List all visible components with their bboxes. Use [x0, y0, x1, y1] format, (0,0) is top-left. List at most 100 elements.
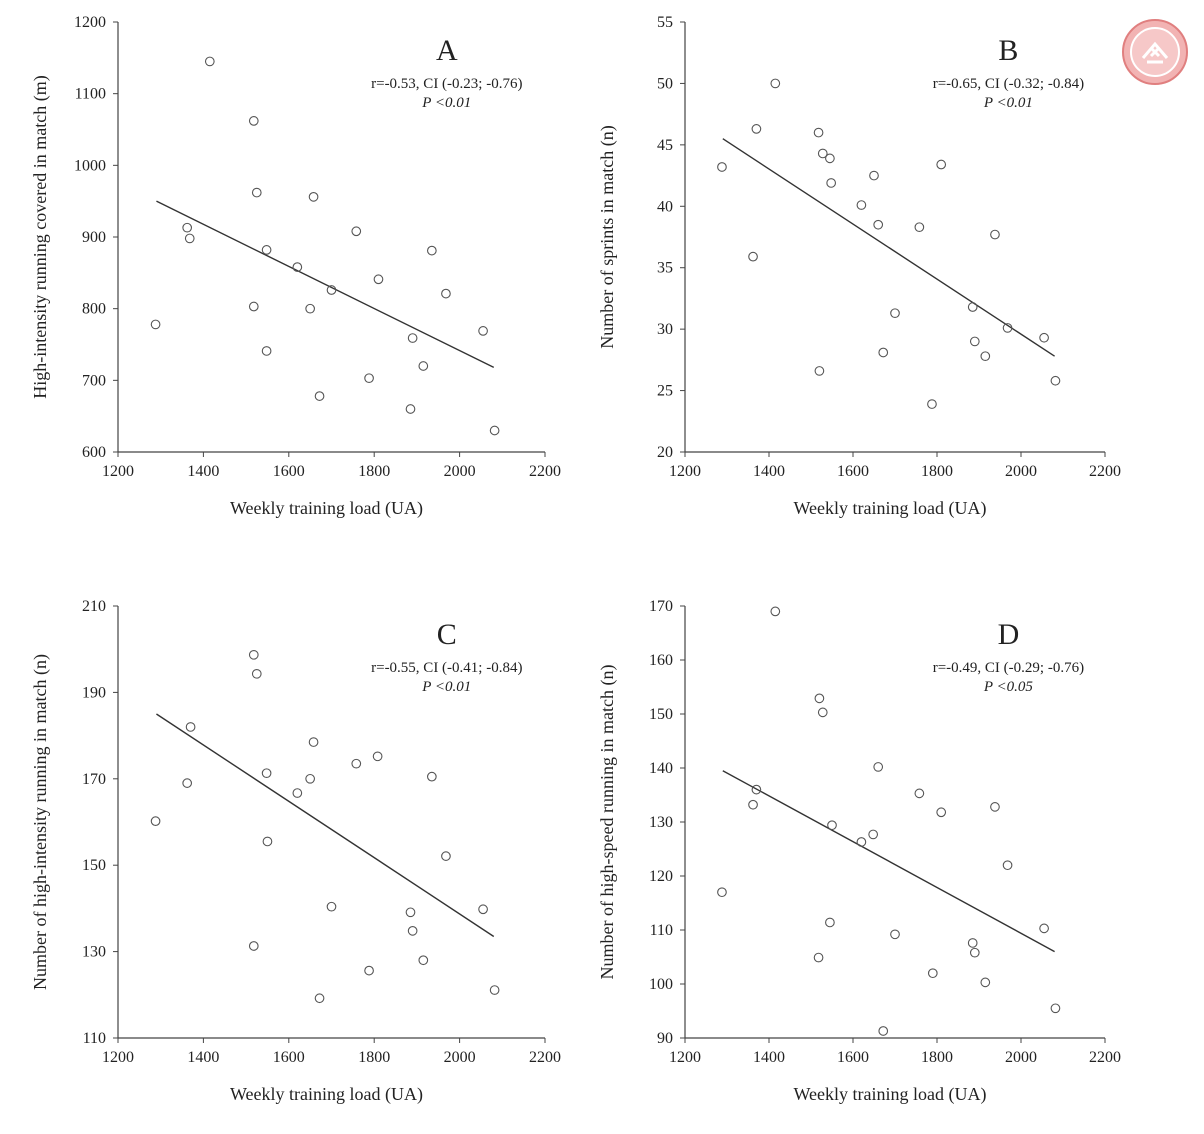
regression-line	[722, 138, 1055, 357]
panel-letter: D	[998, 618, 1020, 651]
y-tick-label: 150	[649, 706, 673, 723]
panel-letter: C	[437, 618, 457, 651]
y-axis-label: High-intensity running covered in match …	[30, 75, 51, 398]
data-point	[441, 851, 451, 861]
data-point	[1050, 375, 1061, 386]
y-tick-label: 30	[657, 321, 673, 338]
data-point	[927, 968, 938, 979]
data-point	[261, 346, 272, 356]
data-point	[261, 245, 272, 255]
data-point	[813, 952, 824, 963]
data-point	[856, 837, 867, 847]
y-tick-label: 1000	[74, 157, 106, 174]
p-value-stat: P <0.05	[983, 679, 1034, 695]
data-point	[878, 1026, 889, 1036]
data-point	[478, 326, 488, 336]
data-point	[407, 333, 418, 343]
data-point	[868, 829, 879, 840]
data-point	[873, 219, 884, 230]
data-point	[184, 233, 195, 244]
data-point	[308, 192, 319, 202]
y-tick-label: 25	[657, 383, 673, 400]
y-tick-label: 600	[82, 444, 106, 461]
panel-letter: A	[436, 34, 458, 67]
data-point	[1039, 332, 1049, 343]
data-point	[326, 285, 337, 295]
y-tick-label: 110	[83, 1030, 106, 1047]
x-tick-label: 1600	[837, 1049, 869, 1066]
data-point	[770, 606, 781, 617]
y-axis-label: Number of sprints in match (n)	[597, 125, 618, 348]
y-tick-label: 800	[82, 301, 106, 318]
data-point	[967, 302, 978, 312]
x-tick-label: 1800	[921, 1049, 953, 1066]
y-tick-label: 700	[82, 372, 106, 389]
x-tick-label: 2000	[444, 1049, 476, 1066]
x-axis-label: Weekly training load (UA)	[230, 498, 423, 519]
x-tick-label: 1800	[921, 463, 953, 480]
data-point	[314, 993, 325, 1004]
y-tick-label: 210	[82, 598, 106, 615]
data-point	[969, 336, 980, 347]
data-point	[990, 802, 1000, 812]
p-value-stat: P <0.01	[421, 95, 471, 111]
chart-panel-d: 1200 1400 1600 1800 2000 2200 90 100 110 120 130 14…	[597, 598, 1121, 1105]
data-point	[478, 904, 488, 915]
x-axis-label: Weekly training load (UA)	[230, 1084, 423, 1105]
x-tick-label: 1200	[669, 463, 701, 480]
data-point	[936, 807, 947, 818]
data-point	[261, 768, 272, 779]
data-point	[814, 366, 825, 376]
y-tick-label: 40	[657, 198, 673, 215]
data-point	[936, 159, 947, 170]
x-tick-label: 1200	[102, 463, 134, 480]
data-point	[185, 722, 196, 732]
y-tick-label: 1100	[75, 86, 106, 103]
data-point	[817, 707, 828, 718]
data-point	[248, 116, 259, 126]
x-axis-label: Weekly training load (UA)	[794, 1084, 987, 1105]
data-point	[150, 319, 161, 330]
y-tick-label: 170	[649, 598, 673, 615]
x-tick-label: 1600	[837, 463, 869, 480]
data-point	[248, 301, 259, 312]
y-tick-label: 900	[82, 229, 106, 246]
data-point	[308, 737, 319, 747]
data-point	[248, 649, 259, 660]
y-tick-label: 120	[649, 868, 673, 885]
data-point	[262, 836, 273, 847]
data-point	[817, 148, 828, 159]
data-point	[980, 351, 991, 362]
data-point	[364, 373, 374, 384]
data-point	[890, 308, 900, 319]
data-point	[990, 229, 1000, 240]
data-point	[251, 187, 262, 198]
y-axis-label: Number of high-intensity running in matc…	[30, 654, 51, 990]
data-point	[489, 425, 500, 436]
data-point	[305, 303, 316, 314]
data-point	[827, 820, 837, 831]
data-point	[405, 404, 416, 414]
data-point	[251, 668, 262, 679]
data-point	[292, 788, 303, 798]
regression-line	[156, 200, 495, 369]
correlation-stat: r=-0.53, CI (-0.23; -0.76)	[371, 76, 522, 92]
x-tick-label: 2200	[1089, 463, 1121, 480]
data-point	[717, 887, 727, 898]
data-point	[407, 926, 418, 936]
correlation-stat: r=-0.55, CI (-0.41; -0.84)	[371, 660, 522, 676]
data-point	[873, 762, 884, 772]
y-tick-label: 150	[82, 857, 106, 874]
data-point	[1002, 323, 1013, 333]
data-point	[182, 778, 193, 788]
data-point	[351, 758, 362, 769]
x-tick-label: 1400	[753, 1049, 785, 1066]
data-point	[914, 788, 925, 799]
chart-panel-c: 1200 1400 1600 1800 2000 2200 110 130 150 170 190 2…	[30, 598, 561, 1105]
data-point	[405, 907, 416, 918]
data-point	[364, 965, 374, 976]
y-tick-label: 1200	[74, 14, 106, 31]
x-tick-label: 2200	[529, 1049, 561, 1066]
university-seal-icon	[1121, 18, 1189, 86]
p-value-stat: P <0.01	[983, 95, 1033, 111]
